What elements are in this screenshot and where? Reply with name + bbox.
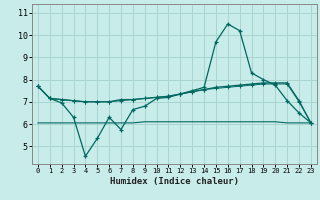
X-axis label: Humidex (Indice chaleur): Humidex (Indice chaleur) — [110, 177, 239, 186]
